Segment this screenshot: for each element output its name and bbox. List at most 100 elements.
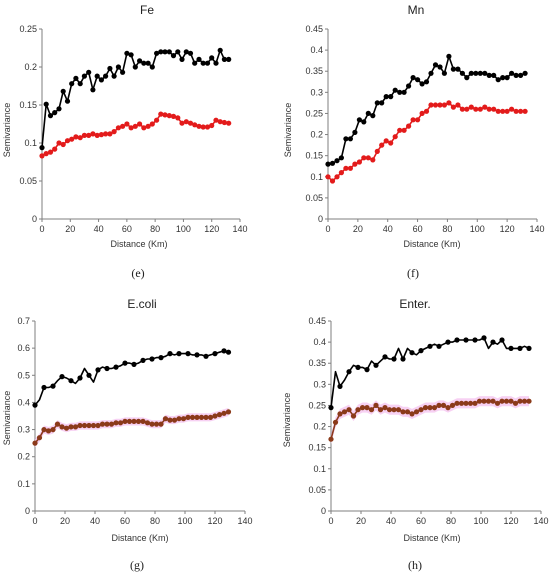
data-point <box>98 77 104 83</box>
data-point <box>221 410 227 416</box>
data-point <box>209 55 215 61</box>
data-point <box>325 161 331 167</box>
y-tick-label: 0 <box>25 506 30 516</box>
data-point <box>149 121 155 127</box>
data-point <box>54 421 61 427</box>
chart-enter-ylabel: Semivariance <box>282 393 292 448</box>
data-point <box>52 110 58 116</box>
y-tick-label: 0 <box>321 506 326 516</box>
data-point <box>432 62 439 68</box>
data-point <box>203 414 209 420</box>
data-point <box>364 405 370 411</box>
data-point <box>446 100 452 106</box>
data-point <box>334 158 340 164</box>
data-point <box>431 405 438 411</box>
data-point <box>32 402 38 408</box>
data-point <box>423 108 430 114</box>
data-point <box>162 416 169 422</box>
x-tick-label: 0 <box>325 224 330 234</box>
x-tick-label: 20 <box>65 224 75 234</box>
data-point <box>113 420 119 426</box>
data-point <box>373 362 379 368</box>
data-point <box>120 123 126 129</box>
data-point <box>107 131 113 137</box>
data-point <box>468 70 474 76</box>
data-point <box>334 174 340 180</box>
data-point <box>189 414 196 420</box>
data-point <box>337 411 343 417</box>
data-point <box>449 402 456 408</box>
data-point <box>508 398 514 404</box>
data-point <box>499 337 505 343</box>
y-tick-label: 0.15 <box>308 443 326 453</box>
data-point <box>446 53 452 60</box>
data-point <box>158 111 164 117</box>
data-point <box>400 409 406 415</box>
data-point <box>166 113 172 119</box>
data-point <box>69 81 75 87</box>
data-point <box>455 102 461 108</box>
data-point <box>500 75 506 81</box>
data-point <box>175 115 181 121</box>
data-point <box>386 407 393 413</box>
data-point <box>94 73 100 79</box>
data-point <box>32 440 38 446</box>
x-tick-label: 100 <box>177 516 192 526</box>
data-point <box>52 146 58 152</box>
data-point <box>86 422 92 429</box>
data-point <box>187 120 194 126</box>
data-point <box>343 165 349 171</box>
data-point <box>167 351 173 357</box>
data-point <box>361 119 367 125</box>
data-point <box>198 414 205 420</box>
x-tick-label: 140 <box>237 516 252 526</box>
chart-enter: Enter. 0 0.05 0.1 0.15 0.2 0.25 0.3 0.35 0.4 0.45… <box>282 297 549 572</box>
data-point <box>495 108 501 114</box>
data-point <box>491 72 497 78</box>
data-point <box>153 421 160 427</box>
data-point <box>179 120 185 126</box>
data-point <box>107 65 113 72</box>
data-point <box>352 161 358 167</box>
y-tick-label: 0.25 <box>19 24 37 34</box>
data-point <box>356 159 362 165</box>
data-point <box>518 108 524 114</box>
data-point <box>221 119 227 126</box>
chart-enter-panel-label: (h) <box>408 558 422 572</box>
data-point <box>382 405 388 411</box>
data-point <box>77 375 83 381</box>
x-tick-label: 20 <box>356 516 366 526</box>
data-point <box>131 361 137 367</box>
data-point <box>428 102 434 108</box>
data-point <box>124 50 130 56</box>
data-point <box>377 407 384 413</box>
data-point <box>338 155 344 161</box>
y-tick-label: 0.5 <box>17 370 30 380</box>
data-point <box>122 418 128 424</box>
x-tick-label: 140 <box>232 224 247 234</box>
data-point <box>459 70 465 76</box>
data-point <box>522 108 528 114</box>
data-point <box>50 427 56 433</box>
data-point <box>350 413 357 419</box>
data-point <box>149 421 155 427</box>
y-tick-label: 0.35 <box>305 66 323 76</box>
x-tick-label: 80 <box>442 224 452 234</box>
data-point <box>50 383 56 389</box>
data-point <box>41 384 47 391</box>
chart-ecoli-xlabel: Distance (Km) <box>111 533 168 543</box>
data-point <box>517 398 523 404</box>
data-point <box>113 364 119 370</box>
data-point <box>179 56 185 63</box>
data-point <box>458 400 465 406</box>
data-point <box>476 398 483 404</box>
data-point <box>204 60 211 66</box>
chart-ecoli-ylabel: Semivariance <box>2 391 12 446</box>
x-tick-label: 40 <box>383 224 393 234</box>
data-point <box>207 414 214 420</box>
chart-ecoli-marks: 0 0.1 0.2 0.3 0.4 0.5 0.6 0.7 0 20 40 60 80 100 120 140 <box>17 316 252 526</box>
data-point <box>397 89 403 95</box>
data-point <box>325 174 331 180</box>
x-tick-label: 100 <box>470 224 485 234</box>
data-point <box>98 132 104 138</box>
